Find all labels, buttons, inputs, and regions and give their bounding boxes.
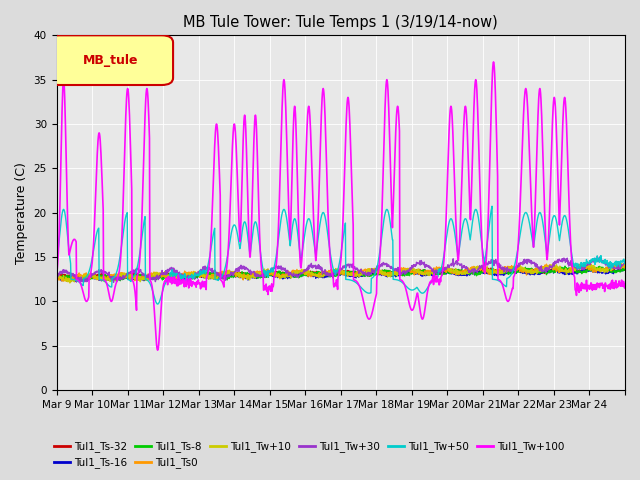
Title: MB Tule Tower: Tule Temps 1 (3/19/14-now): MB Tule Tower: Tule Temps 1 (3/19/14-now… (184, 15, 498, 30)
Legend: Tul1_Ts-32, Tul1_Ts-16, Tul1_Ts-8, Tul1_Ts0, Tul1_Tw+10, Tul1_Tw+30, Tul1_Tw+50,: Tul1_Ts-32, Tul1_Ts-16, Tul1_Ts-8, Tul1_… (50, 437, 568, 472)
Text: MB_tule: MB_tule (83, 54, 138, 67)
Y-axis label: Temperature (C): Temperature (C) (15, 162, 28, 264)
FancyBboxPatch shape (48, 36, 173, 85)
